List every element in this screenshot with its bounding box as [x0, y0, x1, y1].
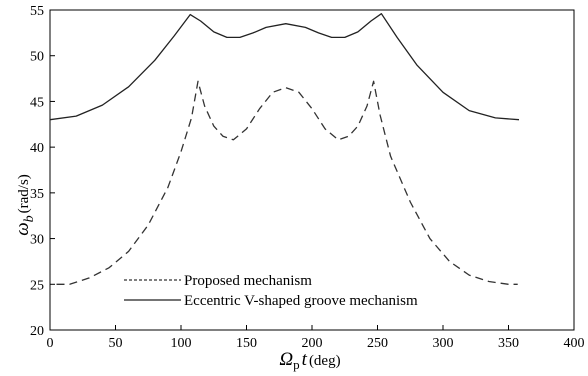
y-axis-unit: (rad/s)	[16, 174, 32, 213]
x-axis-subscript: p	[293, 357, 300, 372]
x-tick-label: 350	[498, 336, 519, 351]
x-tick-label: 250	[367, 336, 388, 351]
legend-label-eccentric: Eccentric V-shaped groove mechanism	[184, 293, 418, 309]
x-axis-variable: t	[302, 349, 308, 370]
x-tick-label: 50	[109, 336, 123, 351]
y-tick-label: 25	[30, 278, 44, 293]
legend-label-proposed: Proposed mechanism	[184, 273, 312, 289]
y-axis-ticks: 20 25 30 35 40 45 50 55	[30, 4, 55, 339]
y-tick-label: 40	[30, 141, 44, 156]
svg-text:Ωpt(deg): Ωp t (deg)	[279, 349, 340, 372]
x-axis-ticks: 0 50 100 150 200 250 300 350 400	[47, 325, 585, 351]
x-tick-label: 400	[564, 336, 585, 351]
x-axis-unit: (deg)	[309, 353, 341, 369]
y-axis-subscript: b	[22, 215, 37, 222]
y-axis-symbol: ω	[12, 222, 33, 235]
x-tick-label: 200	[302, 336, 323, 351]
x-axis-label: Ωp t (deg)	[279, 349, 340, 372]
series-line-eccentric	[49, 13, 520, 121]
legend: Proposed mechanism Eccentric V-shaped gr…	[124, 273, 418, 309]
x-tick-label: 150	[236, 336, 257, 351]
y-tick-label: 35	[30, 187, 44, 202]
y-tick-label: 20	[30, 324, 44, 339]
series-layer	[49, 13, 520, 285]
x-tick-label: 0	[47, 336, 54, 351]
svg-text:ωb(rad/s): ωb (rad/s)	[12, 174, 37, 236]
y-tick-label: 30	[30, 233, 44, 248]
y-axis-label: ωb (rad/s)	[12, 174, 37, 236]
y-tick-label: 45	[30, 95, 44, 110]
y-tick-label: 55	[30, 4, 44, 19]
series-line-proposed	[56, 80, 518, 285]
x-tick-label: 300	[433, 336, 454, 351]
x-axis-symbol: Ω	[279, 349, 293, 370]
x-tick-label: 100	[171, 336, 192, 351]
y-tick-label: 50	[30, 50, 44, 65]
